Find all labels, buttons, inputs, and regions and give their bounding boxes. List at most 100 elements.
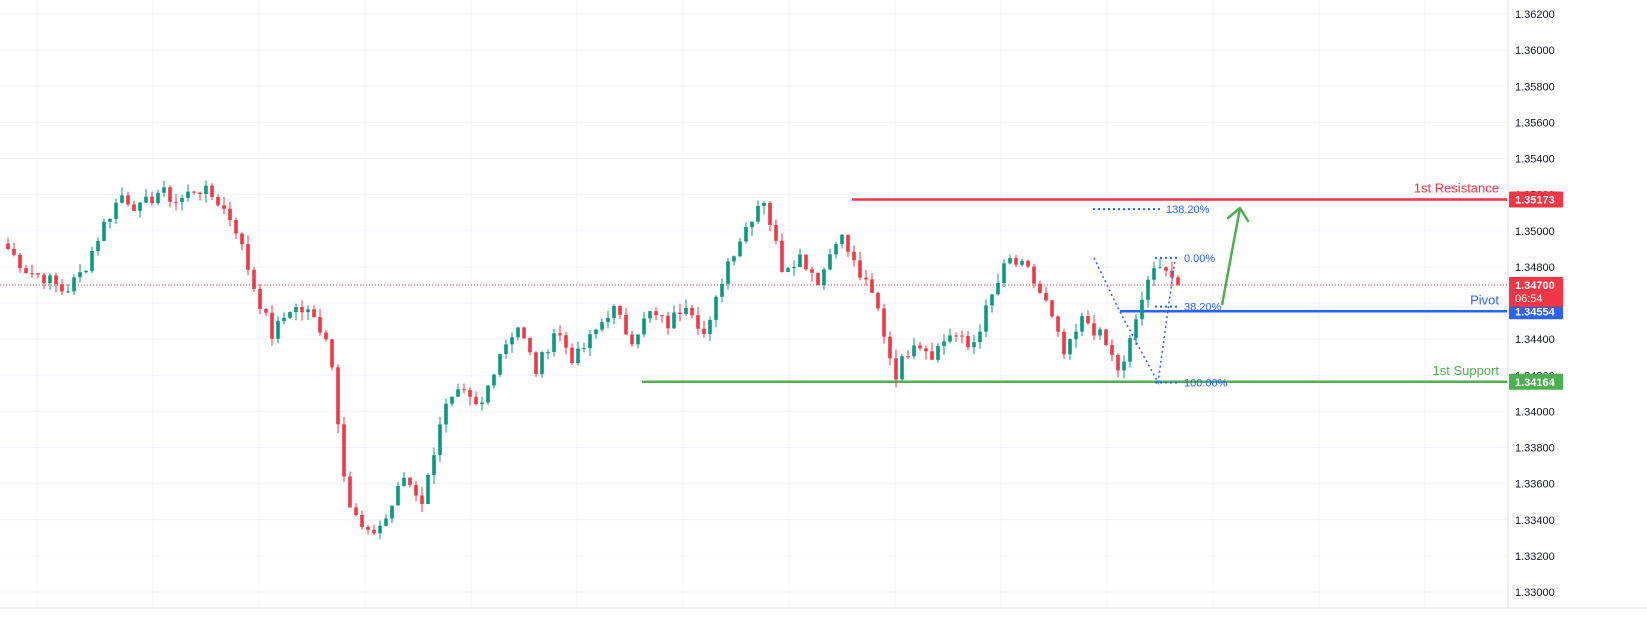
candle-body bbox=[654, 311, 658, 316]
candle-body bbox=[282, 317, 286, 322]
candle-body bbox=[18, 254, 22, 269]
candle-body bbox=[378, 525, 382, 534]
candle-body bbox=[12, 248, 16, 255]
candle-body bbox=[426, 475, 430, 504]
candle-body bbox=[720, 283, 724, 297]
candle-body bbox=[480, 402, 484, 405]
candle-body bbox=[1080, 316, 1084, 332]
arrow-head bbox=[1226, 206, 1250, 223]
candle-body bbox=[72, 277, 76, 292]
candle-body bbox=[312, 309, 316, 318]
candle-body bbox=[660, 315, 664, 317]
candle-body bbox=[414, 484, 418, 496]
fib-swing-line bbox=[1093, 257, 1176, 385]
candle-body bbox=[198, 192, 202, 195]
y-tick-label: 1.34800 bbox=[1515, 262, 1555, 274]
candle-body bbox=[444, 403, 448, 425]
candle-body bbox=[330, 339, 334, 368]
candle-body bbox=[642, 318, 646, 335]
candle-body bbox=[702, 328, 706, 334]
candle-body bbox=[306, 309, 310, 313]
candle-body bbox=[96, 240, 100, 251]
candle-body bbox=[390, 505, 394, 519]
candle-body bbox=[864, 277, 868, 280]
candle-body bbox=[42, 274, 46, 284]
candle-body bbox=[36, 273, 40, 275]
candle-body bbox=[816, 272, 820, 286]
candle-body bbox=[450, 396, 454, 404]
grid bbox=[0, 0, 1647, 609]
candle-body bbox=[342, 424, 346, 477]
arrow-shaft bbox=[1220, 207, 1242, 306]
candle-body bbox=[408, 477, 412, 485]
candle-body bbox=[228, 208, 232, 221]
candle-body bbox=[882, 308, 886, 337]
candle-body bbox=[1164, 267, 1168, 271]
candle-body bbox=[954, 335, 958, 337]
resistance-label: 1st Resistance bbox=[1414, 181, 1499, 196]
candle-body bbox=[492, 374, 496, 386]
candle-body bbox=[888, 336, 892, 359]
candle-body bbox=[762, 202, 766, 206]
fib-label: 100.00% bbox=[1184, 377, 1228, 389]
candle-body bbox=[1014, 258, 1018, 265]
candle-body bbox=[612, 306, 616, 318]
candles bbox=[6, 180, 1180, 540]
current-price-tag bbox=[1509, 276, 1563, 307]
candle-body bbox=[858, 260, 862, 278]
candle-body bbox=[474, 396, 478, 405]
candle-body bbox=[618, 306, 622, 315]
projection-arrow bbox=[1220, 206, 1250, 306]
candle-body bbox=[576, 348, 580, 364]
candle-body bbox=[216, 196, 220, 206]
candle-body bbox=[768, 202, 772, 225]
candle-body bbox=[1134, 319, 1138, 339]
candle-body bbox=[222, 205, 226, 209]
candle-body bbox=[144, 196, 148, 203]
candle-body bbox=[30, 273, 34, 275]
candle-body bbox=[810, 269, 814, 273]
resistance-price-tag-text: 1.35173 bbox=[1515, 195, 1555, 207]
candle-body bbox=[126, 195, 130, 205]
candle-body bbox=[1146, 279, 1150, 300]
candle-body bbox=[624, 314, 628, 335]
candle-body bbox=[1026, 260, 1030, 267]
pivot-price-tag bbox=[1509, 303, 1563, 320]
candle-body bbox=[1086, 316, 1090, 324]
candle-body bbox=[996, 283, 1000, 295]
y-tick-label: 1.35000 bbox=[1515, 226, 1555, 238]
candle-body bbox=[894, 358, 898, 380]
candle-body bbox=[1122, 361, 1126, 371]
candle-body bbox=[708, 319, 712, 334]
candle-body bbox=[1116, 355, 1120, 371]
key-levels: 1st Resistance Pivot 1st Support bbox=[0, 181, 1507, 384]
candle-body bbox=[1050, 300, 1054, 317]
candle-body bbox=[354, 507, 358, 516]
resistance-price-tag bbox=[1509, 191, 1563, 208]
candle-body bbox=[990, 294, 994, 306]
candle-body bbox=[552, 333, 556, 353]
candle-body bbox=[1038, 283, 1042, 293]
candle-body bbox=[786, 268, 790, 272]
candle-body bbox=[780, 240, 784, 272]
candle-body bbox=[852, 251, 856, 261]
candle-body bbox=[1020, 260, 1024, 265]
candle-body bbox=[906, 356, 910, 358]
candle-body bbox=[834, 244, 838, 255]
candle-body bbox=[78, 272, 82, 278]
candle-body bbox=[174, 201, 178, 203]
candle-body bbox=[66, 291, 70, 293]
support-price-tag bbox=[1509, 373, 1563, 390]
candle-body bbox=[234, 220, 238, 234]
candle-body bbox=[684, 307, 688, 315]
y-tick-label: 1.35400 bbox=[1515, 154, 1555, 166]
candle-body bbox=[24, 268, 28, 274]
candle-body bbox=[942, 341, 946, 347]
candle-body bbox=[438, 424, 442, 456]
candle-body bbox=[546, 352, 550, 354]
candle-body bbox=[798, 254, 802, 268]
candle-body bbox=[1092, 323, 1096, 336]
